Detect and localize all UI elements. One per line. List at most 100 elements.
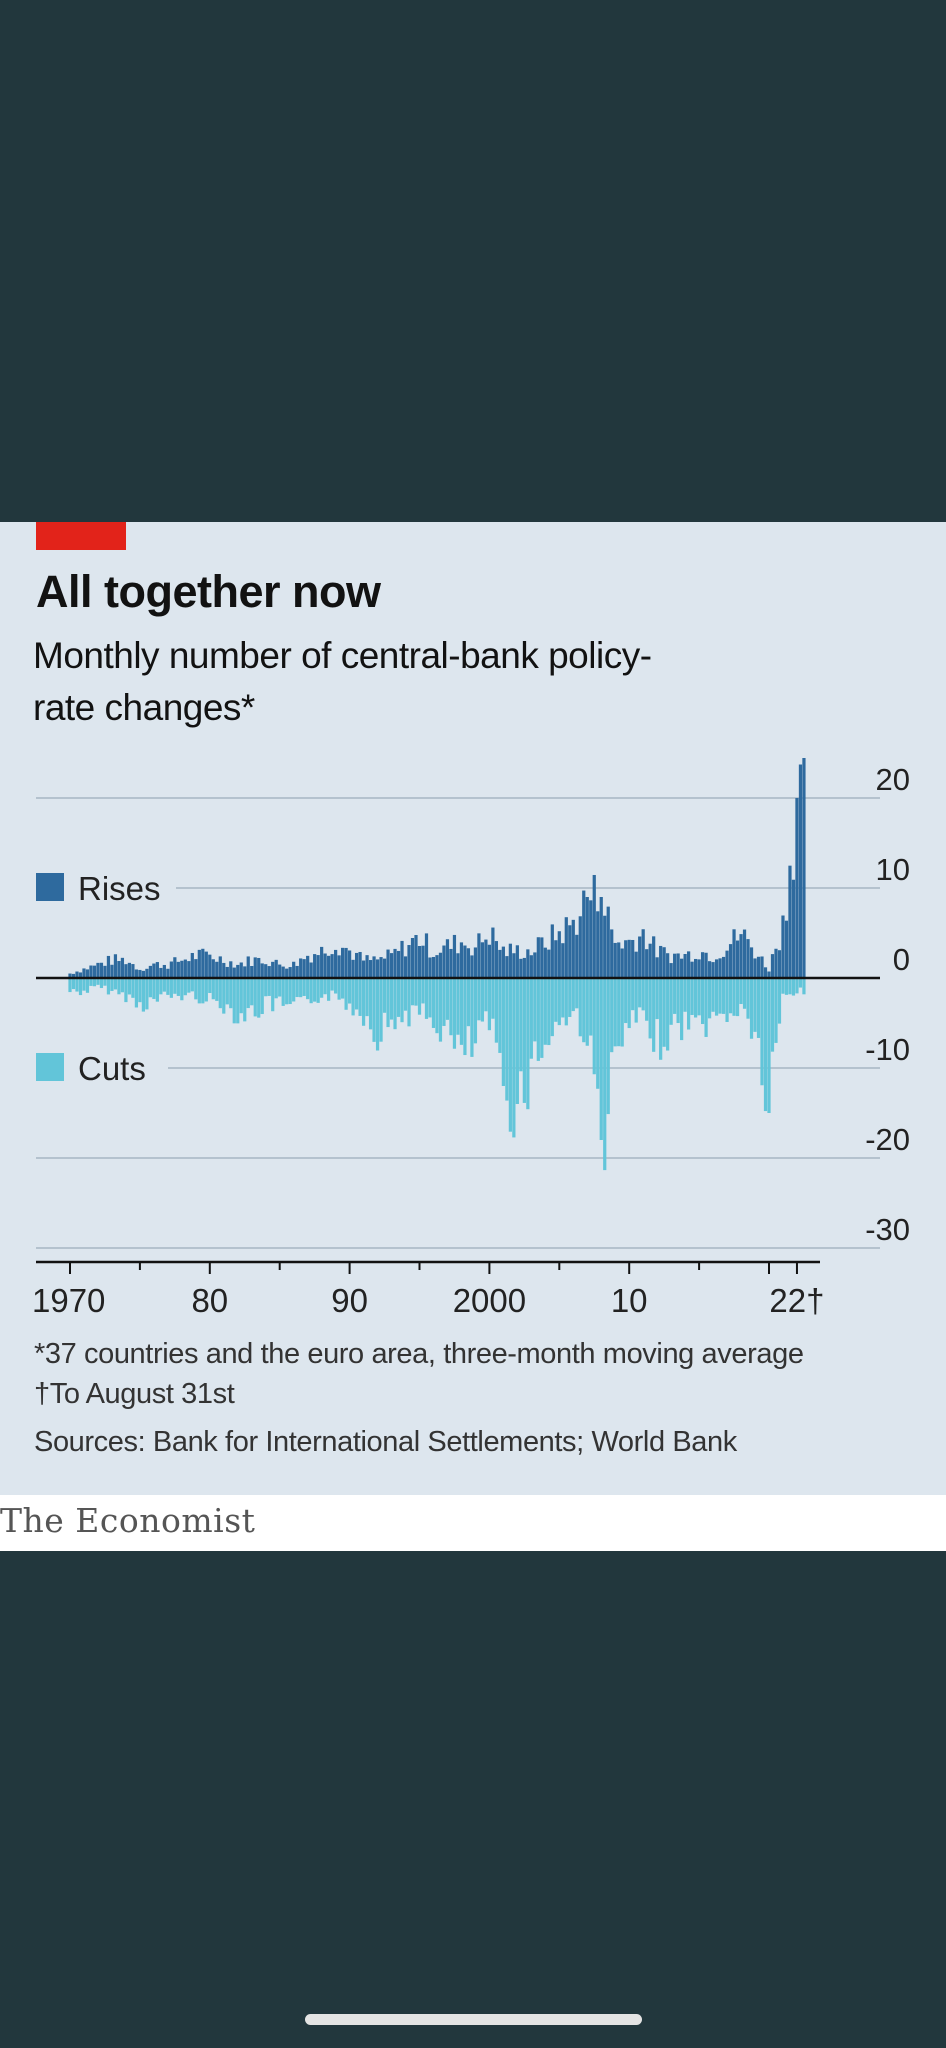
cuts-bar bbox=[152, 978, 156, 999]
rises-bar bbox=[176, 961, 180, 978]
cuts-bar bbox=[487, 978, 492, 1031]
rises-bar bbox=[536, 937, 540, 978]
rises-bar bbox=[341, 947, 345, 978]
cuts-bar bbox=[92, 978, 97, 987]
cuts-bar bbox=[344, 978, 348, 1010]
rises-bar bbox=[299, 958, 303, 978]
cuts-bar bbox=[666, 978, 670, 1051]
rises-bar bbox=[410, 937, 415, 978]
rises-bar bbox=[424, 933, 429, 978]
rises-bar bbox=[141, 970, 146, 978]
rises-bar bbox=[222, 962, 226, 978]
rises-bar bbox=[407, 945, 411, 978]
rises-bar bbox=[288, 967, 292, 978]
cuts-bar bbox=[603, 978, 607, 1171]
rises-bar bbox=[620, 948, 624, 978]
rises-bar bbox=[459, 942, 464, 978]
cuts-bar bbox=[313, 978, 317, 1002]
rises-bar bbox=[540, 937, 544, 978]
cuts-bar bbox=[169, 978, 173, 998]
rises-bar bbox=[659, 945, 663, 978]
rises-bar bbox=[501, 946, 505, 978]
rises-bar bbox=[470, 955, 474, 978]
cuts-bar bbox=[791, 978, 796, 996]
cuts-bar bbox=[75, 978, 79, 992]
cuts-bar bbox=[141, 978, 146, 1012]
home-indicator[interactable] bbox=[305, 2014, 642, 2025]
rises-bar bbox=[795, 798, 799, 978]
rises-bar bbox=[603, 915, 607, 978]
rises-bar bbox=[368, 960, 373, 978]
cuts-bar bbox=[704, 978, 708, 1037]
rises-bar bbox=[526, 949, 530, 978]
rises-bar bbox=[361, 960, 366, 978]
rises-bar bbox=[145, 968, 149, 978]
rises-bar bbox=[218, 956, 222, 978]
cuts-bar bbox=[106, 978, 111, 995]
cuts-bar bbox=[183, 978, 187, 996]
rises-bar bbox=[589, 900, 593, 978]
rises-bar bbox=[798, 764, 803, 978]
cuts-bar bbox=[484, 978, 488, 1012]
cuts-legend-swatch bbox=[36, 1053, 64, 1081]
rises-bar bbox=[267, 966, 271, 978]
cuts-bar bbox=[438, 978, 443, 1042]
footnote-date: †To August 31st bbox=[34, 1378, 235, 1410]
rises-bar bbox=[721, 956, 726, 978]
cuts-bar bbox=[774, 978, 778, 1043]
cuts-bar bbox=[725, 978, 729, 1022]
cuts-bar bbox=[781, 978, 785, 994]
cuts-bar bbox=[477, 978, 481, 1021]
rises-bar bbox=[505, 956, 509, 978]
rises-bar bbox=[260, 963, 264, 978]
rises-bar bbox=[652, 936, 656, 978]
rises-bar bbox=[746, 939, 750, 978]
cuts-bar bbox=[770, 978, 775, 1052]
rises-bar bbox=[791, 879, 796, 978]
rises-bar bbox=[624, 940, 628, 978]
cuts-bar bbox=[690, 978, 694, 1015]
rises-bar bbox=[68, 973, 72, 978]
rises-bar bbox=[159, 967, 163, 978]
cuts-legend-label: Cuts bbox=[78, 1050, 146, 1087]
cuts-bar bbox=[749, 978, 754, 1039]
rises-bar bbox=[271, 961, 275, 978]
cuts-bar bbox=[756, 978, 761, 1038]
rises-bar bbox=[180, 960, 184, 978]
rises-bar bbox=[306, 955, 310, 978]
cuts-bar bbox=[421, 978, 425, 1004]
cuts-bar bbox=[763, 978, 768, 1112]
rises-bar bbox=[774, 948, 778, 978]
cuts-bar bbox=[550, 978, 554, 1037]
rises-bar bbox=[463, 945, 467, 978]
cuts-bar bbox=[459, 978, 464, 1045]
rises-bar bbox=[547, 949, 551, 978]
rises-bar bbox=[246, 956, 250, 978]
x-tick-label: 2000 bbox=[453, 1282, 526, 1318]
cuts-bar bbox=[400, 978, 404, 1023]
cuts-bar bbox=[110, 978, 114, 991]
cuts-bar bbox=[382, 978, 387, 1013]
cuts-bar bbox=[145, 978, 149, 1010]
cuts-bar bbox=[124, 978, 128, 1003]
rises-bar bbox=[393, 948, 397, 978]
rises-bar bbox=[278, 964, 282, 978]
rises-bar bbox=[211, 959, 215, 978]
rises-bar bbox=[347, 950, 352, 978]
rises-bar bbox=[575, 934, 579, 978]
rises-bar bbox=[561, 943, 565, 978]
rises-bar bbox=[85, 969, 90, 978]
rises-bar bbox=[110, 964, 114, 978]
cuts-bar bbox=[533, 978, 537, 1042]
cuts-bar bbox=[78, 978, 83, 996]
rises-bar bbox=[487, 944, 492, 978]
cuts-bar bbox=[204, 978, 208, 1002]
cuts-bar bbox=[536, 978, 540, 1061]
rises-bar bbox=[749, 947, 754, 978]
cuts-bar bbox=[229, 978, 233, 1009]
rises-bar bbox=[687, 951, 691, 978]
rises-bar bbox=[784, 920, 789, 978]
rises-bar bbox=[606, 906, 610, 978]
cuts-bar bbox=[379, 978, 383, 1042]
rises-bar bbox=[190, 952, 194, 978]
